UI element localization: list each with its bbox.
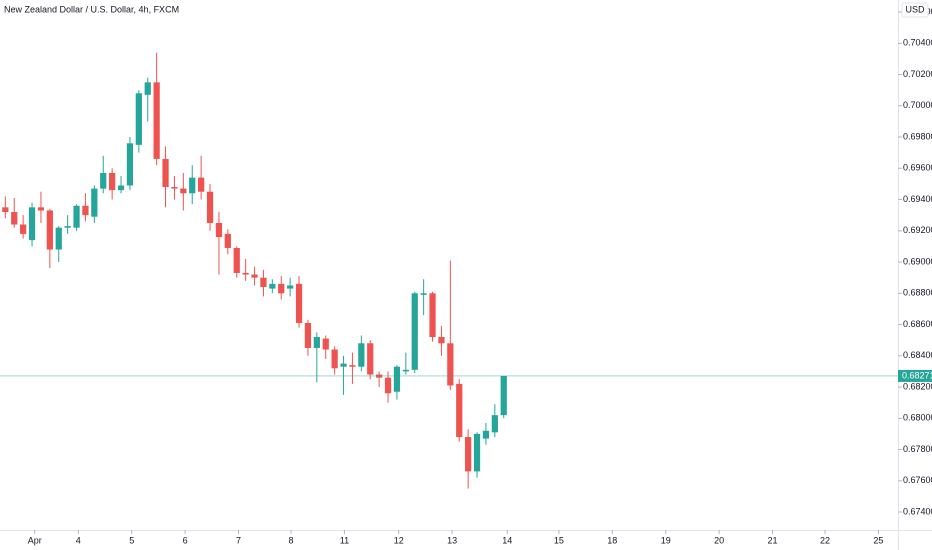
candle-body bbox=[269, 283, 276, 289]
candle-body bbox=[100, 172, 107, 189]
candle-body bbox=[28, 207, 36, 241]
x-tick-label: 13 bbox=[447, 535, 457, 545]
candle-body bbox=[367, 343, 374, 375]
candle-body bbox=[340, 363, 347, 367]
candle-body bbox=[82, 205, 89, 216]
candle-body bbox=[242, 272, 249, 275]
currency-box bbox=[901, 2, 929, 18]
candle-body bbox=[153, 82, 160, 159]
candle-body bbox=[162, 158, 169, 188]
candle-body bbox=[278, 283, 285, 294]
currency-label: USD bbox=[905, 4, 925, 14]
candle-body bbox=[473, 433, 481, 472]
candle-body bbox=[411, 293, 418, 370]
x-tick-label: 7 bbox=[236, 535, 241, 545]
candle-body bbox=[11, 212, 18, 225]
x-tick-label: 4 bbox=[76, 535, 81, 545]
candle-body bbox=[384, 377, 392, 394]
candle-body bbox=[402, 369, 409, 372]
candle-body bbox=[91, 188, 98, 217]
candle-body bbox=[64, 226, 71, 228]
candle-body bbox=[189, 177, 196, 194]
candle-body bbox=[224, 233, 231, 248]
candle-body bbox=[500, 375, 507, 416]
x-tick-label: 21 bbox=[768, 535, 778, 545]
candle-body bbox=[126, 143, 134, 186]
candle-body bbox=[198, 177, 205, 192]
candle-body bbox=[251, 274, 258, 278]
candle-body bbox=[491, 415, 498, 433]
x-tick-label: 22 bbox=[820, 535, 830, 545]
x-tick-label: 6 bbox=[183, 535, 188, 545]
x-tick-label: 5 bbox=[129, 535, 134, 545]
candle-body bbox=[37, 207, 45, 211]
x-tick-label: 25 bbox=[873, 535, 883, 545]
x-tick-label: 15 bbox=[554, 535, 564, 545]
candle-body bbox=[287, 285, 294, 289]
x-tick-label: 8 bbox=[289, 535, 294, 545]
last-price-label: 0.68271 bbox=[902, 370, 932, 380]
candle-body bbox=[233, 247, 240, 273]
candle-body bbox=[331, 349, 338, 369]
candle-body bbox=[55, 227, 62, 250]
candle-body bbox=[429, 293, 436, 338]
candle-body bbox=[215, 222, 223, 238]
y-tick-label: 0.67400 bbox=[903, 506, 932, 516]
candle-body bbox=[456, 383, 463, 438]
candle-body bbox=[393, 366, 401, 392]
candle-body bbox=[135, 93, 142, 145]
x-tick-label: 18 bbox=[607, 535, 617, 545]
candle-body bbox=[180, 188, 187, 194]
x-tick-label: 12 bbox=[394, 535, 404, 545]
candle-body bbox=[20, 224, 27, 234]
candle-body bbox=[420, 293, 427, 295]
x-tick-label: Apr bbox=[28, 535, 42, 545]
x-tick-label: 20 bbox=[714, 535, 724, 545]
candle-body bbox=[109, 172, 116, 191]
candle-body bbox=[349, 365, 356, 367]
candle-body bbox=[465, 437, 472, 472]
candle-body bbox=[144, 82, 151, 95]
candle-body bbox=[358, 343, 365, 367]
candle-body bbox=[295, 283, 303, 323]
candle-body bbox=[304, 322, 312, 348]
chart-title: New Zealand Dollar / U.S. Dollar, 4h, FX… bbox=[4, 4, 179, 14]
candle-body bbox=[117, 185, 125, 191]
candle-body bbox=[322, 338, 329, 350]
candle-body bbox=[482, 430, 490, 439]
candle-body bbox=[73, 205, 80, 228]
candle-body bbox=[313, 337, 320, 348]
candle-body bbox=[260, 277, 267, 288]
x-tick-label: 14 bbox=[502, 535, 512, 545]
candle-body bbox=[206, 191, 214, 223]
candle-body bbox=[171, 187, 178, 189]
candle-body bbox=[46, 210, 53, 250]
x-tick-label: 11 bbox=[340, 535, 349, 545]
last-price-box bbox=[898, 369, 932, 382]
candle-body bbox=[2, 207, 9, 213]
candle-body bbox=[447, 343, 454, 386]
x-tick-label: 19 bbox=[661, 535, 671, 545]
candle-body bbox=[438, 337, 445, 344]
